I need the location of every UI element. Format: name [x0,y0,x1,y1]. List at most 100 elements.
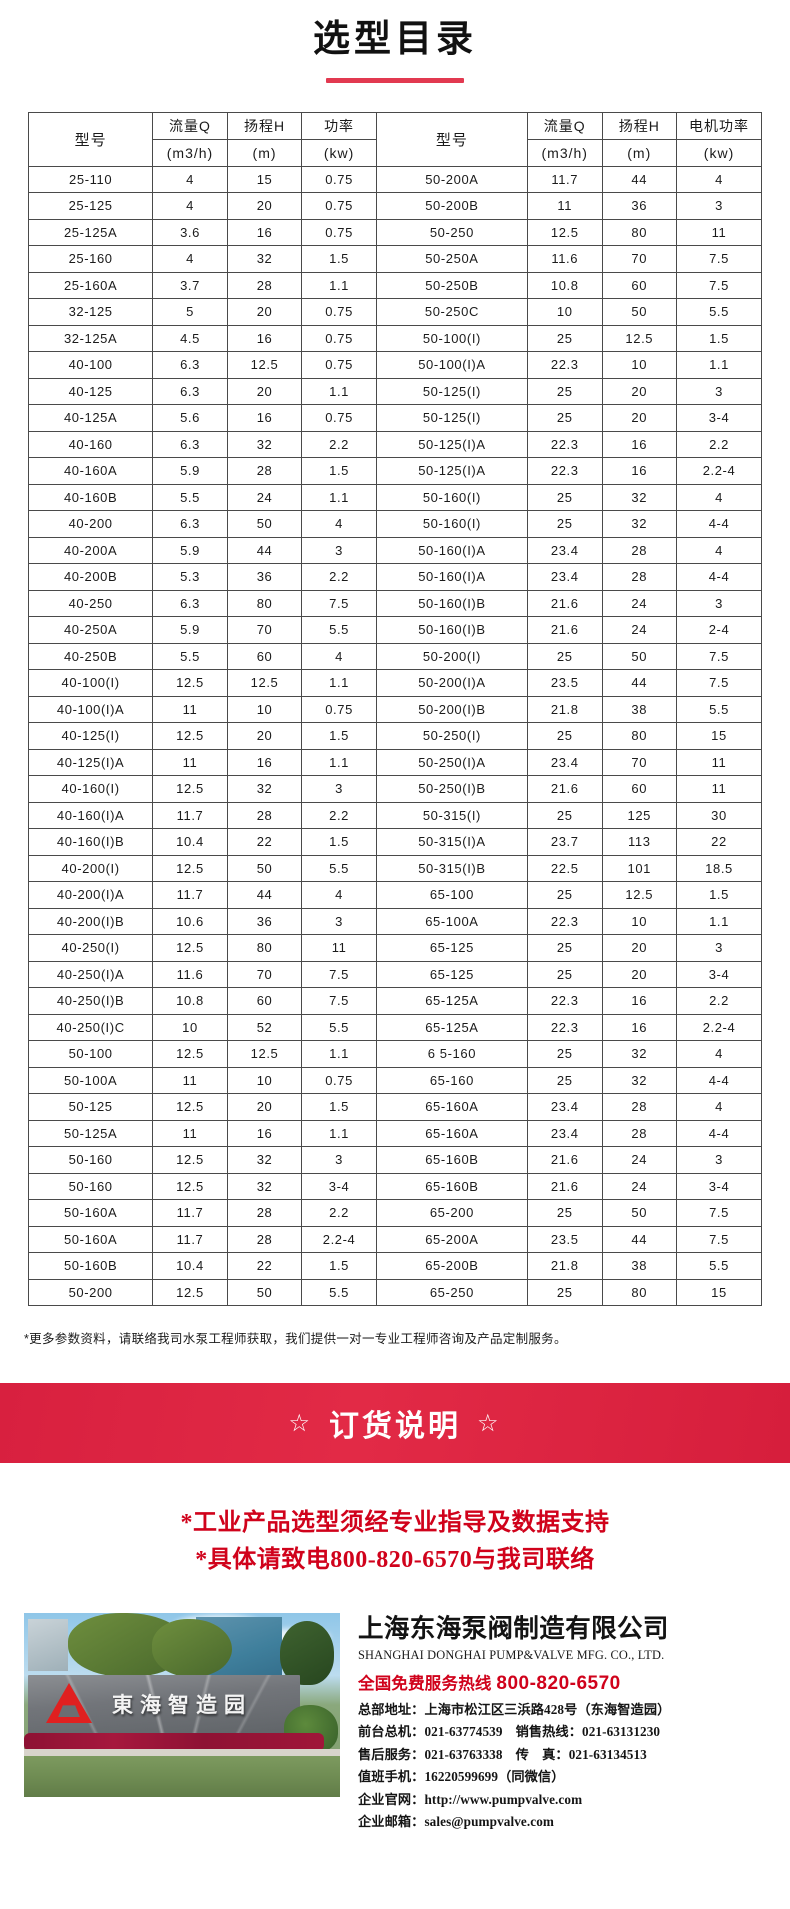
table-cell: 40-125 [27,377,154,406]
contact-value[interactable]: 021-63774539 [424,1724,503,1740]
spec-table-container: 型号 流量Q 扬程H 功率 型号 流量Q 扬程H 电机功率 (m3/h) (m)… [0,83,790,1307]
company-name-cn: 上海东海泵阀制造有限公司 [358,1615,669,1644]
table-cell: 25 [526,722,603,750]
contact-value[interactable]: 上海市松江区三浜路428号（东海智造园） [424,1701,671,1717]
table-cell: 4 [676,165,762,194]
table-cell: 21.8 [526,695,603,724]
table-cell: 40-160(I)A [27,801,154,830]
table-cell: 3 [676,934,762,962]
contact-value[interactable]: sales@pumpvalve.com [424,1814,554,1830]
table-cell: 101 [601,854,678,883]
table-cell: 44 [601,669,678,697]
table-cell: 15 [676,1278,762,1307]
table-row: 40-125 6.3 20 1.1 50-125(I) 25 20 3 [27,377,762,406]
table-cell: 4 [676,483,762,512]
contact-line: 值班手机：16220599699（同微信） [358,1766,766,1785]
header-flow-left: 流量Q [152,111,228,140]
table-cell: 7.5 [301,960,377,989]
table-cell: 0.75 [301,351,377,379]
table-cell: 50-100(I)A [375,351,528,379]
contact-value[interactable]: 16220599699（同微信） [424,1769,565,1785]
table-cell: 3 [301,775,377,803]
hotline-number[interactable]: 800-820-6570 [496,1673,621,1695]
contact-value-secondary[interactable]: 021-63131230 [582,1724,661,1740]
company-info: 上海东海泵阀制造有限公司 SHANGHAI DONGHAI PUMP&VALVE… [358,1613,766,1830]
table-row: 25-125 4 20 0.75 50-200B 11 36 3 [27,192,762,220]
table-cell: 4 [301,510,377,538]
page-header: 选型目录 [0,0,790,83]
table-cell: 25-125 [27,192,154,220]
table-cell: 32 [226,775,303,803]
table-cell: 16 [601,457,678,485]
table-row: 50-160 12.5 32 3-4 65-160B 21.6 24 3-4 [27,1172,762,1201]
table-row: 40-100(I)A 11 10 0.75 50-200(I)B 21.8 38 5.5 [27,695,762,724]
table-cell: 5.5 [676,1252,762,1280]
table-cell: 2.2 [301,1199,377,1227]
table-cell: 5.9 [152,536,228,565]
table-cell: 70 [226,616,303,644]
table-cell: 50-250(I)A [375,748,528,777]
table-cell: 25 [526,377,603,406]
table-cell: 12.5 [152,934,228,962]
table-cell: 20 [226,722,303,750]
table-cell: 11 [152,695,228,724]
table-cell: 21.6 [526,775,603,803]
table-cell: 12.5 [226,669,303,697]
table-cell: 10.4 [152,1252,228,1280]
table-cell: 50-160(I) [375,510,528,538]
table-row: 50-125A 11 16 1.1 65-160A 23.4 28 4-4 [27,1119,762,1148]
table-cell: 11 [676,775,762,803]
table-cell: 80 [226,589,303,618]
table-cell: 32-125 [27,298,154,326]
table-row: 40-125A 5.6 16 0.75 50-125(I) 25 20 3-4 [27,404,762,432]
table-cell: 25 [526,1066,603,1095]
table-cell: 2.2 [301,563,377,591]
table-cell: 50 [226,510,303,538]
table-row: 40-160(I)A 11.7 28 2.2 50-315(I) 25 125 30 [27,801,762,830]
table-cell: 40-200A [27,536,154,565]
table-cell: 22 [226,1252,303,1280]
header-model-right: 型号 [375,111,528,167]
table-cell: 50-200 [27,1278,154,1307]
table-cell: 65-250 [375,1278,528,1307]
table-cell: 4 [301,881,377,909]
table-cell: 25 [526,642,603,671]
table-cell: 12.5 [526,218,603,247]
table-cell: 50 [601,1199,678,1227]
table-row: 40-250(I)B 10.8 60 7.5 65-125A 22.3 16 2.2 [27,987,762,1015]
table-cell: 3 [676,377,762,406]
table-cell: 1.1 [676,351,762,379]
table-cell: 11.7 [526,165,603,194]
table-cell: 50-125 [27,1093,154,1121]
table-cell: 4 [676,1093,762,1121]
table-cell: 2.2-4 [676,457,762,485]
table-cell: 44 [226,536,303,565]
donghai-logo-icon [46,1683,92,1724]
table-cell: 70 [601,245,678,273]
contact-value[interactable]: http://www.pumpvalve.com [424,1791,583,1807]
table-cell: 3.7 [152,271,228,300]
table-cell: 20 [226,1093,303,1121]
table-cell: 3 [301,907,377,936]
factory-sign-text: 東海智造园 [112,1694,252,1718]
contact-value-secondary[interactable]: 021-63134513 [568,1746,647,1762]
table-row: 40-250(I) 12.5 80 11 65-125 25 20 3 [27,934,762,962]
table-row: 50-125 12.5 20 1.5 65-160A 23.4 28 4 [27,1093,762,1121]
table-cell: 12.5 [152,1093,228,1121]
table-cell: 7.5 [676,245,762,273]
table-cell: 2.2 [676,987,762,1015]
table-cell: 10.8 [526,271,603,300]
header-flow-unit-left: (m3/h) [152,138,228,167]
table-cell: 24 [601,1172,678,1201]
contact-line: 总部地址：上海市松江区三浜路428号（东海智造园） [358,1699,766,1718]
table-cell: 11 [301,934,377,962]
table-cell: 40-100(I)A [27,695,154,724]
table-cell: 50-125A [27,1119,154,1148]
table-cell: 4-4 [676,1119,762,1148]
table-cell: 36 [226,563,303,591]
contact-value[interactable]: 021-63763338 [424,1746,503,1762]
table-cell: 40-250(I) [27,934,154,962]
table-cell: 1.5 [676,881,762,909]
table-cell: 50-250(I)B [375,775,528,803]
table-cell: 65-125 [375,960,528,989]
